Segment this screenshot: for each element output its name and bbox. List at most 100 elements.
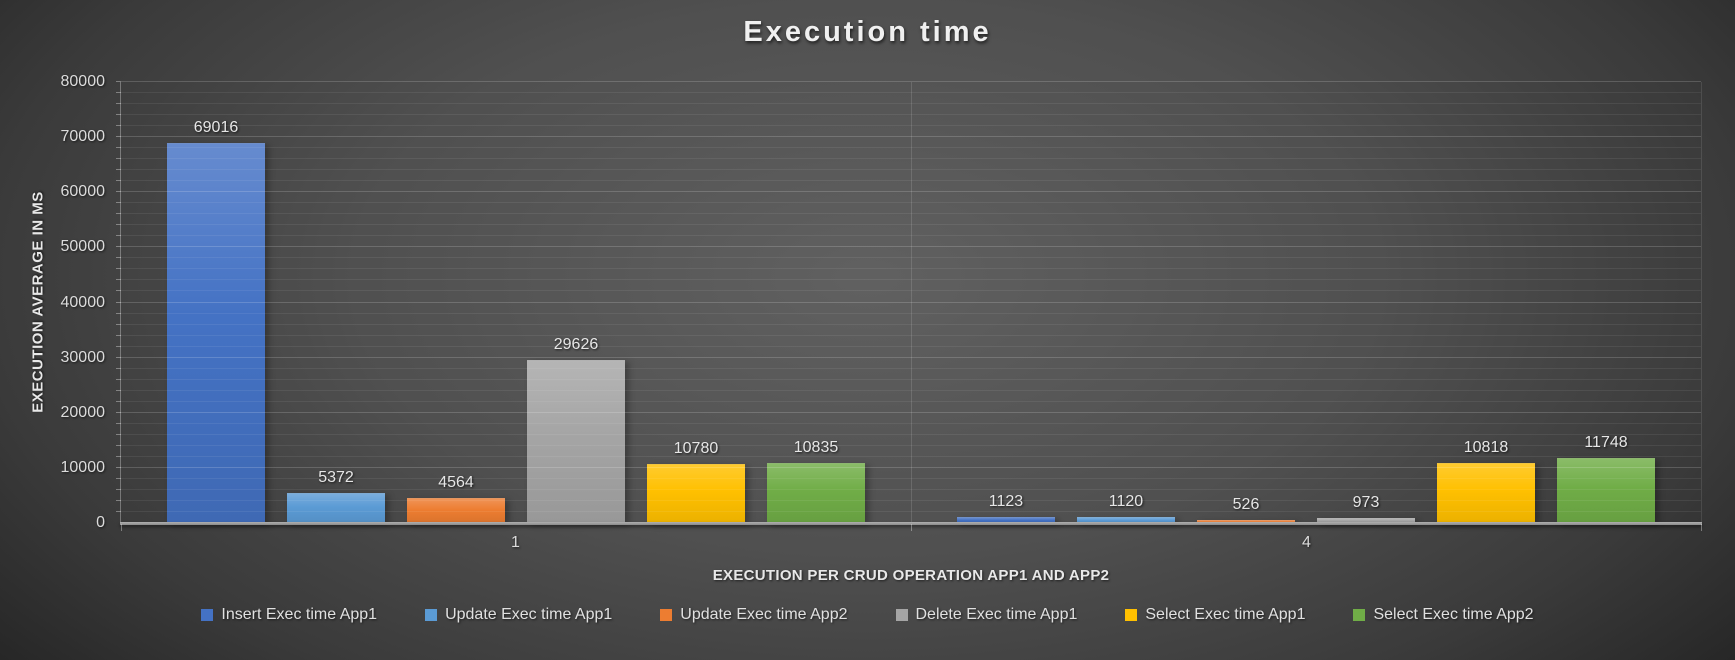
y-axis-tick bbox=[116, 499, 121, 501]
minor-gridline bbox=[121, 279, 1701, 281]
minor-gridline bbox=[121, 477, 1701, 479]
bar-insert-exec-time-app1-cat1 bbox=[167, 142, 265, 523]
bar-group-4: 1123 1120 526 973 10818 11748 bbox=[911, 82, 1701, 523]
y-axis-tick bbox=[116, 389, 121, 391]
major-gridline bbox=[121, 301, 1701, 303]
x-axis-tick bbox=[1701, 524, 1702, 531]
legend-swatch-icon bbox=[660, 609, 673, 621]
minor-gridline bbox=[121, 114, 1701, 116]
y-tick-label: 0 bbox=[96, 514, 105, 531]
minor-gridline bbox=[121, 92, 1701, 94]
y-axis-tick bbox=[116, 246, 121, 248]
y-axis-tick bbox=[116, 433, 121, 435]
minor-gridline bbox=[121, 389, 1701, 391]
bar-select-exec-time-app1-cat4 bbox=[1437, 463, 1535, 523]
minor-gridline bbox=[121, 202, 1701, 204]
minor-gridline bbox=[121, 433, 1701, 435]
minor-gridline bbox=[121, 444, 1701, 446]
chart-legend: Insert Exec time App1 Update Exec time Ap… bbox=[0, 606, 1735, 624]
bar-wrap-update-exec-time-app2-cat1: 4564 bbox=[407, 82, 505, 523]
bar-select-exec-time-app2-cat4 bbox=[1557, 458, 1655, 523]
y-tick-label: 10000 bbox=[60, 458, 106, 476]
bar-delete-exec-time-app1-cat1 bbox=[527, 359, 625, 523]
y-axis-tick bbox=[116, 356, 121, 358]
y-axis-tick bbox=[116, 213, 121, 215]
legend-item-select-exec-time-app1: Select Exec time App1 bbox=[1125, 606, 1305, 624]
y-axis-tick bbox=[116, 224, 121, 226]
y-axis-tick bbox=[116, 312, 121, 314]
bar-wrap-delete-exec-time-app1-cat4: 973 bbox=[1317, 82, 1415, 523]
y-axis-tick bbox=[116, 257, 121, 259]
bar-wrap-select-exec-time-app1-cat1: 10780 bbox=[647, 82, 745, 523]
y-axis-tick bbox=[116, 477, 121, 479]
minor-gridline bbox=[121, 455, 1701, 457]
y-axis-tick bbox=[116, 444, 121, 446]
y-axis-tick bbox=[116, 378, 121, 380]
y-tick-label: 40000 bbox=[60, 293, 106, 311]
minor-gridline bbox=[121, 499, 1701, 501]
bar-group-1: 69016 5372 4564 29626 10780 10835 bbox=[121, 82, 911, 523]
minor-gridline bbox=[121, 147, 1701, 149]
major-gridline bbox=[121, 411, 1701, 413]
minor-gridline bbox=[121, 510, 1701, 512]
minor-gridline bbox=[121, 367, 1701, 369]
minor-gridline bbox=[121, 213, 1701, 215]
y-tick-label: 20000 bbox=[60, 403, 106, 421]
legend-label: Update Exec time App2 bbox=[680, 606, 848, 623]
legend-label: Delete Exec time App1 bbox=[915, 606, 1078, 623]
minor-gridline bbox=[121, 488, 1701, 490]
bar-wrap-select-exec-time-app1-cat4: 10818 bbox=[1437, 82, 1535, 523]
minor-gridline bbox=[121, 334, 1701, 336]
bar-value-label: 4564 bbox=[438, 473, 474, 491]
bar-value-label: 10835 bbox=[793, 439, 839, 457]
minor-gridline bbox=[121, 257, 1701, 259]
minor-gridline bbox=[121, 345, 1701, 347]
legend-item-update-exec-time-app1: Update Exec time App1 bbox=[425, 606, 612, 624]
y-axis-tick bbox=[116, 400, 121, 402]
minor-gridline bbox=[121, 400, 1701, 402]
bar-value-label: 10818 bbox=[1463, 439, 1509, 457]
y-axis-tick bbox=[116, 81, 121, 82]
y-axis-tick bbox=[116, 411, 121, 413]
major-gridline bbox=[121, 136, 1701, 138]
bar-update-exec-time-app1-cat4 bbox=[1077, 516, 1175, 523]
legend-swatch-icon bbox=[895, 609, 908, 621]
bar-value-label: 29626 bbox=[553, 335, 599, 353]
bar-value-label: 1120 bbox=[1108, 492, 1144, 510]
legend-swatch-icon bbox=[1125, 609, 1138, 621]
minor-gridline bbox=[121, 378, 1701, 380]
bar-wrap-update-exec-time-app1-cat1: 5372 bbox=[287, 82, 385, 523]
minor-gridline bbox=[121, 180, 1701, 182]
y-axis-tick bbox=[116, 114, 121, 116]
y-axis-tick bbox=[116, 466, 121, 468]
bar-wrap-update-exec-time-app1-cat4: 1120 bbox=[1077, 82, 1175, 523]
bar-value-label: 526 bbox=[1232, 496, 1260, 514]
legend-item-delete-exec-time-app1: Delete Exec time App1 bbox=[895, 606, 1078, 624]
bar-value-label: 69016 bbox=[193, 118, 239, 136]
y-axis-tick bbox=[116, 92, 121, 94]
bar-wrap-select-exec-time-app2-cat1: 10835 bbox=[767, 82, 865, 523]
x-category-label-1: 1 bbox=[511, 534, 520, 551]
legend-label: Update Exec time App1 bbox=[445, 606, 613, 623]
major-gridline bbox=[121, 356, 1701, 358]
major-gridline bbox=[121, 246, 1701, 248]
y-axis-tick bbox=[116, 136, 121, 138]
minor-gridline bbox=[121, 290, 1701, 292]
y-axis-tick bbox=[116, 488, 121, 490]
y-tick-label: 80000 bbox=[60, 73, 106, 90]
bar-delete-exec-time-app1-cat4 bbox=[1317, 517, 1415, 523]
y-axis-tick bbox=[116, 345, 121, 347]
bar-update-exec-time-app2-cat1 bbox=[407, 497, 505, 523]
y-axis-tick bbox=[116, 125, 121, 127]
minor-gridline bbox=[121, 323, 1701, 325]
y-axis-tick bbox=[116, 422, 121, 424]
y-axis-tick bbox=[116, 180, 121, 182]
y-axis-tick bbox=[116, 334, 121, 336]
minor-gridline bbox=[121, 235, 1701, 237]
bar-groups-container: 69016 5372 4564 29626 10780 10835 1123 1120 526 9… bbox=[121, 82, 1701, 523]
legend-label: Insert Exec time App1 bbox=[221, 606, 378, 623]
chart-title: Execution time bbox=[743, 16, 992, 48]
bar-value-label: 11748 bbox=[1584, 434, 1628, 452]
minor-gridline bbox=[121, 158, 1701, 160]
legend-swatch-icon bbox=[425, 609, 438, 621]
